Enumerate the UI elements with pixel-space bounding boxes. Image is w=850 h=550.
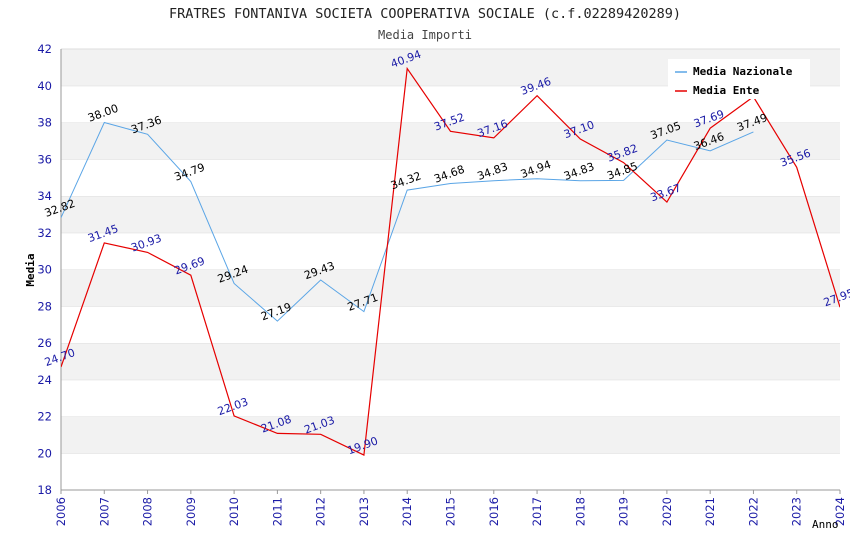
- y-tick-label: 24: [37, 373, 52, 387]
- legend-label-media-ente: Media Ente: [693, 84, 760, 97]
- y-tick-label: 28: [37, 299, 52, 313]
- series-line-media-ente: [61, 66, 840, 457]
- grid-band: [61, 196, 840, 233]
- grid-band: [61, 453, 840, 490]
- y-tick-labels: 18 20 22 24 26 28 30 32 34 36 38 40 42: [37, 42, 52, 497]
- x-tick-label: 2020: [660, 497, 674, 526]
- grid-band: [61, 159, 840, 196]
- y-tick-label: 30: [37, 263, 52, 277]
- grid-band: [61, 306, 840, 343]
- x-tick-label: 2014: [400, 497, 414, 526]
- series-lines: [61, 66, 840, 457]
- x-tick-label: 2017: [530, 497, 544, 526]
- chart-subtitle: Media Importi: [378, 28, 472, 42]
- grid-band: [61, 343, 840, 380]
- grid-band: [61, 416, 840, 454]
- x-tick-label: 2013: [357, 497, 371, 526]
- x-tick-label: 2011: [270, 497, 284, 526]
- x-tick-label: 2009: [184, 497, 198, 526]
- y-tick-label: 22: [37, 410, 52, 424]
- grid-band: [61, 379, 840, 417]
- y-tick-label: 20: [37, 446, 52, 460]
- x-tick-label: 2021: [703, 497, 717, 526]
- x-tick-label: 2006: [54, 497, 68, 526]
- legend: Media Nazionale Media Ente: [668, 59, 810, 99]
- y-tick-label: 18: [37, 483, 52, 497]
- series-line-media-nazionale: [61, 121, 754, 322]
- x-tick-label: 2022: [746, 497, 760, 526]
- grid-band: [61, 232, 840, 270]
- y-tick-label: 26: [37, 336, 52, 350]
- x-tick-label: 2012: [314, 497, 328, 526]
- y-tick-label: 38: [37, 116, 52, 130]
- y-tick-label: 34: [37, 189, 52, 203]
- y-tick-label: 42: [37, 42, 52, 56]
- x-tick-label: 2018: [573, 497, 587, 526]
- chart-title: FRATRES FONTANIVA SOCIETA COOPERATIVA SO…: [169, 6, 681, 22]
- y-tick-label: 32: [37, 226, 52, 240]
- x-tick-labels: 2006 2007 2008 2009 2010 2011 2012 2013 2014 2015…: [54, 490, 847, 526]
- x-tick-label: 2016: [487, 497, 501, 526]
- x-tick-label: 2008: [141, 497, 155, 526]
- legend-box: [668, 59, 810, 99]
- y-axis-label: Media: [24, 253, 37, 286]
- y-tick-label: 40: [37, 79, 52, 93]
- x-tick-label: 2015: [444, 497, 458, 526]
- y-tick-label: 36: [37, 152, 52, 166]
- x-tick-label: 2007: [97, 497, 111, 526]
- x-tick-label: 2010: [227, 497, 241, 526]
- x-tick-label: 2024: [833, 497, 847, 526]
- x-tick-label: 2023: [790, 497, 804, 526]
- x-axis-label: Anno: [812, 518, 839, 531]
- legend-label-media-nazionale: Media Nazionale: [693, 65, 793, 78]
- x-tick-label: 2019: [617, 497, 631, 526]
